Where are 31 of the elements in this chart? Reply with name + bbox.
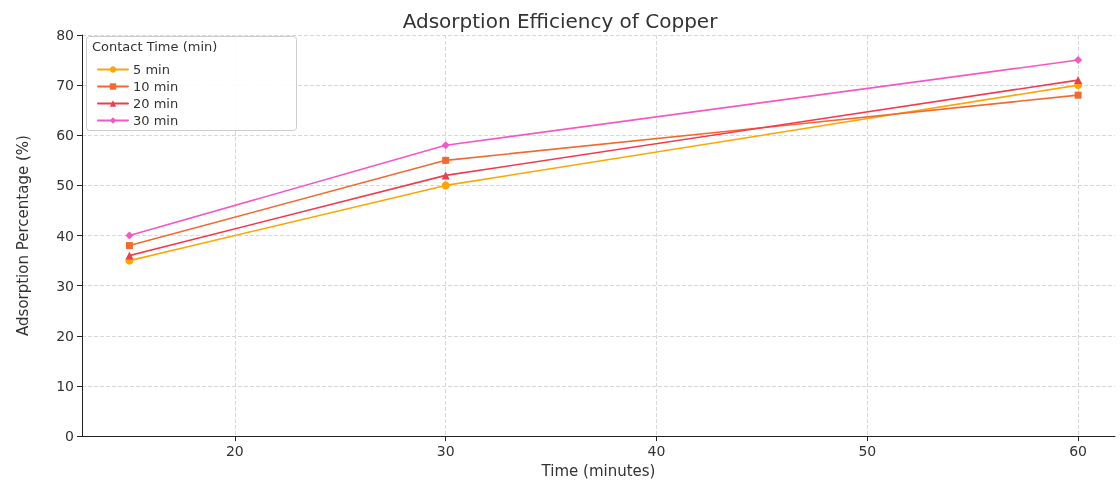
x-tick-label: 40 — [647, 443, 666, 460]
y-tick-label: 70 — [56, 77, 74, 94]
legend-label: 20 min — [133, 96, 179, 111]
point — [442, 156, 450, 164]
y-tick-label: 10 — [56, 377, 74, 394]
y-axis-title: Adsorption Percentage (%) — [13, 135, 32, 336]
y-tick-label: 60 — [56, 127, 74, 144]
y-tick-label: 40 — [56, 227, 74, 244]
legend-label: 30 min — [133, 113, 179, 128]
point — [125, 242, 133, 250]
y-tick-label: 80 — [56, 27, 74, 43]
point — [441, 181, 450, 190]
point — [1074, 76, 1083, 85]
x-tick-label: 30 — [436, 443, 455, 460]
x-tick-label: 60 — [1069, 443, 1088, 460]
point — [1074, 91, 1082, 99]
y-tick-label: 30 — [56, 277, 74, 294]
x-tick-label: 50 — [858, 443, 877, 460]
y-tick-label: 50 — [56, 177, 74, 194]
point — [441, 141, 450, 150]
x-axis-title: Time (minutes) — [540, 461, 656, 480]
point — [125, 231, 134, 240]
point — [1074, 56, 1083, 65]
y-tick-label: 0 — [65, 428, 74, 445]
x-tick-label: 20 — [225, 443, 244, 460]
y-tick-label: 20 — [56, 327, 74, 344]
point — [125, 251, 134, 260]
legend-title: Contact Time (min) — [92, 39, 218, 54]
chart-title: Adsorption Efficiency of Copper — [402, 9, 719, 33]
legend-label: 10 min — [133, 79, 179, 94]
legend-label: 5 min — [133, 62, 170, 77]
